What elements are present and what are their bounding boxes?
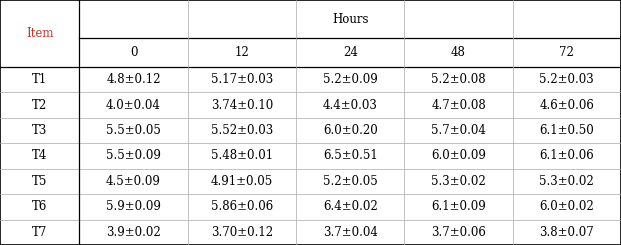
- Text: 6.1±0.06: 6.1±0.06: [540, 149, 594, 162]
- Text: T6: T6: [32, 200, 47, 213]
- Text: 3.8±0.07: 3.8±0.07: [540, 226, 594, 239]
- Text: 5.48±0.01: 5.48±0.01: [211, 149, 273, 162]
- Text: 5.5±0.09: 5.5±0.09: [106, 149, 161, 162]
- Text: T3: T3: [32, 124, 47, 137]
- Text: 5.3±0.02: 5.3±0.02: [540, 175, 594, 188]
- Text: 4.8±0.12: 4.8±0.12: [106, 73, 161, 86]
- Text: 3.9±0.02: 3.9±0.02: [106, 226, 161, 239]
- Text: 4.0±0.04: 4.0±0.04: [106, 98, 161, 111]
- Text: 5.2±0.08: 5.2±0.08: [431, 73, 486, 86]
- Text: 0: 0: [130, 46, 137, 59]
- Text: T7: T7: [32, 226, 47, 239]
- Text: 6.0±0.20: 6.0±0.20: [323, 124, 378, 137]
- Text: T5: T5: [32, 175, 47, 188]
- Text: 3.7±0.04: 3.7±0.04: [323, 226, 378, 239]
- Text: 5.52±0.03: 5.52±0.03: [211, 124, 273, 137]
- Text: 5.86±0.06: 5.86±0.06: [211, 200, 273, 213]
- Text: 5.5±0.05: 5.5±0.05: [106, 124, 161, 137]
- Text: 4.6±0.06: 4.6±0.06: [540, 98, 594, 111]
- Text: 3.74±0.10: 3.74±0.10: [211, 98, 273, 111]
- Text: 4.5±0.09: 4.5±0.09: [106, 175, 161, 188]
- Text: 6.1±0.50: 6.1±0.50: [540, 124, 594, 137]
- Text: 5.2±0.05: 5.2±0.05: [323, 175, 378, 188]
- Text: 5.17±0.03: 5.17±0.03: [211, 73, 273, 86]
- Text: T4: T4: [32, 149, 47, 162]
- Text: 5.7±0.04: 5.7±0.04: [431, 124, 486, 137]
- Text: 4.7±0.08: 4.7±0.08: [431, 98, 486, 111]
- Text: 6.0±0.09: 6.0±0.09: [431, 149, 486, 162]
- Text: 12: 12: [235, 46, 249, 59]
- Text: 72: 72: [560, 46, 574, 59]
- Text: Item: Item: [26, 27, 53, 40]
- Text: 6.1±0.09: 6.1±0.09: [431, 200, 486, 213]
- Text: Hours: Hours: [332, 12, 368, 25]
- Text: T2: T2: [32, 98, 47, 111]
- Text: 6.4±0.02: 6.4±0.02: [323, 200, 378, 213]
- Text: 48: 48: [451, 46, 466, 59]
- Text: T1: T1: [32, 73, 47, 86]
- Text: 5.2±0.03: 5.2±0.03: [540, 73, 594, 86]
- Text: 3.70±0.12: 3.70±0.12: [211, 226, 273, 239]
- Text: 6.0±0.02: 6.0±0.02: [540, 200, 594, 213]
- Text: 4.91±0.05: 4.91±0.05: [211, 175, 273, 188]
- Text: 3.7±0.06: 3.7±0.06: [431, 226, 486, 239]
- Text: 6.5±0.51: 6.5±0.51: [323, 149, 378, 162]
- Text: 5.3±0.02: 5.3±0.02: [431, 175, 486, 188]
- Text: 5.2±0.09: 5.2±0.09: [323, 73, 378, 86]
- Text: 24: 24: [343, 46, 358, 59]
- Text: 4.4±0.03: 4.4±0.03: [323, 98, 378, 111]
- Text: 5.9±0.09: 5.9±0.09: [106, 200, 161, 213]
